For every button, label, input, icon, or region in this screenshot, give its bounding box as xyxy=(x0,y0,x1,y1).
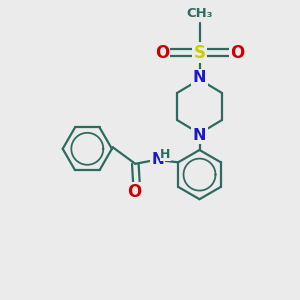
Text: CH₃: CH₃ xyxy=(186,7,213,20)
Text: N: N xyxy=(193,70,206,86)
Text: O: O xyxy=(230,44,244,62)
Text: O: O xyxy=(155,44,169,62)
Text: S: S xyxy=(194,44,206,62)
Text: N: N xyxy=(193,128,206,142)
Text: O: O xyxy=(127,183,142,201)
Text: H: H xyxy=(160,148,170,161)
Text: N: N xyxy=(152,152,164,167)
